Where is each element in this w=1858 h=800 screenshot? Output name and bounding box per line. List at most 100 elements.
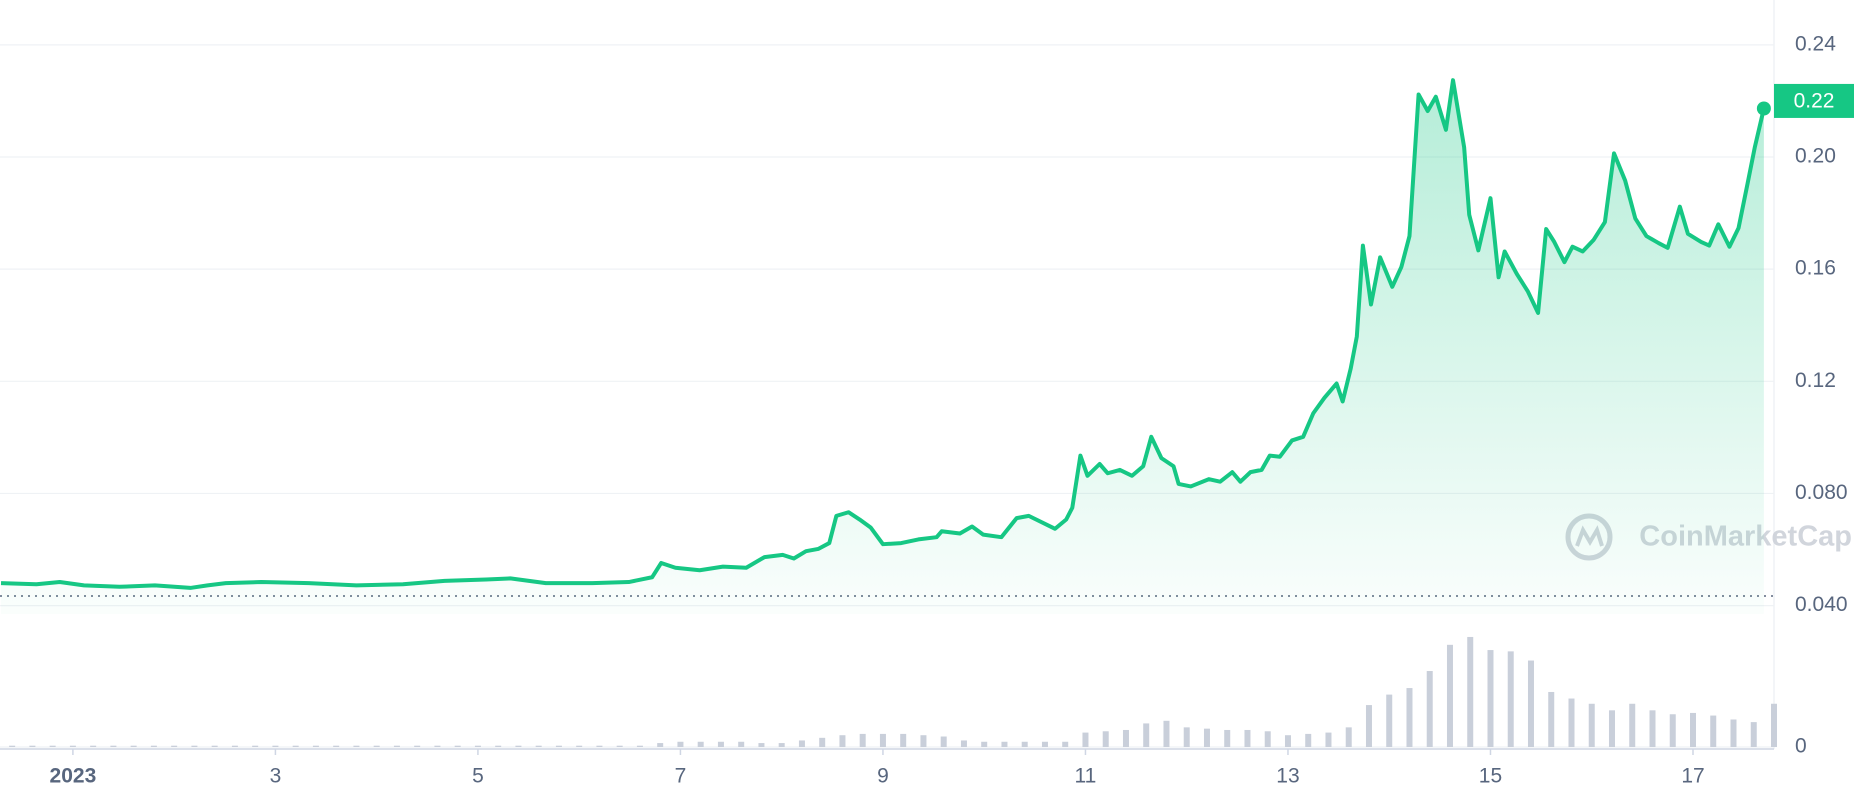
volume-bar bbox=[90, 745, 97, 747]
volume-bar bbox=[474, 745, 481, 747]
y-tick-label: 0 bbox=[1795, 735, 1807, 758]
volume-bar bbox=[414, 745, 421, 747]
volume-bar bbox=[1629, 703, 1636, 747]
x-tick-label: 3 bbox=[270, 765, 282, 788]
volume-bar bbox=[191, 745, 198, 747]
volume-bar bbox=[1689, 712, 1696, 747]
volume-bar bbox=[272, 745, 279, 747]
y-tick-label: 0.20 bbox=[1795, 145, 1836, 168]
x-tick-label: 15 bbox=[1479, 765, 1502, 788]
volume-bar bbox=[1730, 719, 1737, 747]
volume-bar bbox=[1750, 722, 1757, 747]
volume-bar bbox=[758, 743, 765, 747]
volume-bar bbox=[535, 745, 542, 747]
volume-bar bbox=[839, 735, 846, 747]
volume-bar bbox=[1771, 703, 1777, 747]
volume-bar bbox=[373, 745, 380, 747]
volume-bar bbox=[9, 745, 16, 747]
volume-bar bbox=[1224, 729, 1231, 747]
y-tick-label: 0.080 bbox=[1795, 481, 1848, 504]
price-line bbox=[0, 78, 1766, 590]
volume-bar bbox=[515, 745, 522, 747]
volume-bar bbox=[1487, 650, 1494, 747]
x-tick-label: 7 bbox=[675, 765, 687, 788]
volume-bar bbox=[1183, 727, 1190, 747]
volume-bar bbox=[69, 745, 76, 747]
y-tick-label: 0.16 bbox=[1795, 257, 1836, 280]
volume-bar bbox=[454, 745, 461, 747]
volume-bar bbox=[1041, 741, 1048, 747]
volume-bar bbox=[555, 745, 562, 747]
volume-bar bbox=[1365, 705, 1372, 747]
volume-bar bbox=[1446, 644, 1453, 747]
volume-bar bbox=[596, 745, 603, 747]
volume-bar bbox=[110, 745, 117, 747]
volume-bar bbox=[1082, 732, 1089, 747]
volume-bar bbox=[576, 745, 583, 747]
volume-bar bbox=[211, 745, 218, 747]
volume-bar bbox=[1669, 714, 1676, 747]
volume-bar bbox=[697, 741, 704, 747]
y-tick-label: 0.12 bbox=[1795, 369, 1836, 392]
volume-bar bbox=[1284, 735, 1291, 747]
volume-bar bbox=[677, 741, 684, 747]
volume-bar bbox=[1406, 688, 1413, 747]
volume-bar bbox=[495, 745, 502, 747]
volume-bar bbox=[1467, 636, 1474, 747]
volume-bar bbox=[778, 743, 785, 747]
volume-bar bbox=[130, 745, 137, 747]
volume-bar bbox=[312, 745, 319, 747]
volume-bar bbox=[1143, 723, 1150, 747]
volume-bar bbox=[798, 740, 805, 747]
volume-bar bbox=[879, 733, 886, 747]
price-tag bbox=[1774, 83, 1854, 118]
volume-bar bbox=[1203, 728, 1210, 747]
volume-bar bbox=[1568, 698, 1575, 747]
volume-bar bbox=[1062, 741, 1069, 747]
volume-bar bbox=[353, 745, 360, 747]
volume-bar bbox=[940, 736, 947, 747]
volume-bar bbox=[1588, 703, 1595, 747]
volume-bar bbox=[393, 745, 400, 747]
x-tick-label: 2023 bbox=[50, 765, 97, 788]
volume-bar bbox=[1244, 729, 1251, 747]
plot-layer: 0.24 0.20 0.16 0.12 0.080 0.040 0.22 0 2023 3 5 7 9 1… bbox=[0, 32, 1854, 788]
volume-bar bbox=[1527, 660, 1534, 747]
volume-bar bbox=[1507, 651, 1514, 747]
volume-bar bbox=[171, 745, 178, 747]
x-tick-label: 13 bbox=[1276, 765, 1299, 788]
volume-bar bbox=[434, 745, 441, 747]
volume-bar bbox=[738, 741, 745, 747]
volume-bar bbox=[900, 733, 907, 747]
price-area bbox=[1, 80, 1764, 615]
volume-bar bbox=[1102, 731, 1109, 747]
volume-bar bbox=[1608, 710, 1615, 747]
volume-bar bbox=[859, 733, 866, 747]
volume-bar bbox=[920, 735, 927, 747]
x-tick-label: 17 bbox=[1681, 765, 1704, 788]
volume-bar bbox=[981, 741, 988, 747]
x-tick-label: 11 bbox=[1075, 765, 1097, 788]
volume-bar bbox=[636, 745, 643, 747]
volume-bar bbox=[49, 745, 56, 747]
volume-bar bbox=[717, 741, 724, 747]
volume-bar bbox=[960, 740, 967, 747]
volume-bar bbox=[231, 745, 238, 747]
volume-bar bbox=[150, 745, 157, 747]
volume-bar bbox=[1001, 741, 1008, 747]
y-tick-label: 0.040 bbox=[1795, 593, 1848, 616]
last-point bbox=[1756, 101, 1771, 116]
price-tag-label: 0.22 bbox=[1794, 89, 1835, 112]
volume-bar bbox=[252, 745, 259, 747]
x-tick-label: 5 bbox=[472, 765, 484, 788]
volume-bar bbox=[1649, 710, 1656, 747]
volume-bar bbox=[1710, 715, 1717, 747]
y-tick-label: 0.24 bbox=[1795, 32, 1836, 55]
volume-bar bbox=[29, 745, 36, 747]
volume-bar bbox=[1163, 720, 1170, 747]
volume-bar bbox=[1305, 733, 1312, 747]
x-tick-label: 9 bbox=[877, 765, 889, 788]
volume-bar bbox=[616, 745, 623, 747]
